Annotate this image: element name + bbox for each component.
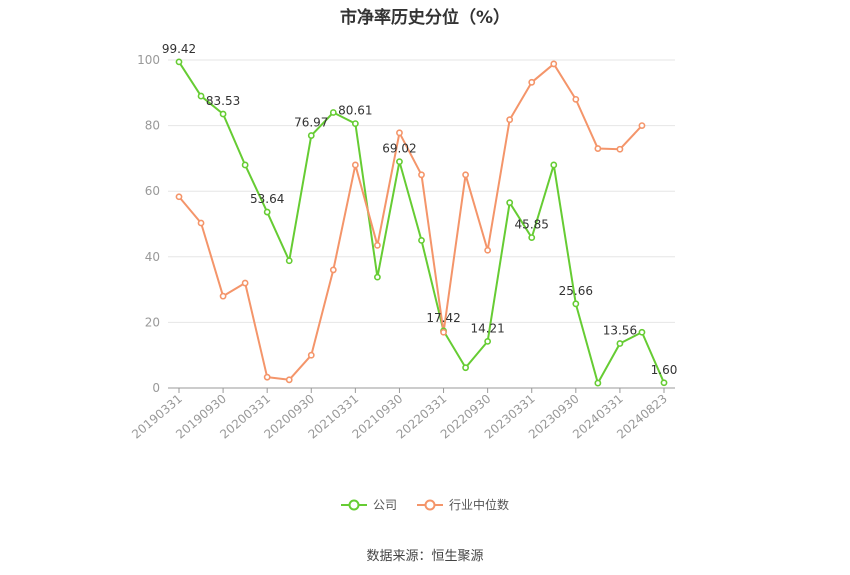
data-point-0[interactable] (219, 110, 227, 118)
data-label: 45.85 (515, 218, 549, 232)
data-label: 13.56 (603, 324, 637, 338)
data-label: 25.66 (559, 284, 593, 298)
data-point-1[interactable] (219, 292, 227, 300)
data-point-1[interactable] (638, 122, 646, 129)
data-point-0[interactable] (285, 257, 293, 265)
data-point-1[interactable] (594, 145, 602, 152)
data-point-0[interactable] (329, 109, 337, 116)
y-tick-label: 80 (145, 119, 160, 133)
data-point-1[interactable] (285, 376, 293, 384)
source-note: 数据来源：恒生聚源 (366, 549, 484, 564)
data-point-0[interactable] (351, 120, 359, 127)
data-point-1[interactable] (351, 161, 359, 169)
y-tick-label: 60 (145, 184, 160, 198)
series-line-0 (178, 61, 665, 385)
data-point-1[interactable] (307, 351, 315, 359)
series-lines (175, 58, 668, 387)
y-tick-label: 40 (145, 250, 160, 264)
axes: 0204060801002019033120190930202003312020… (129, 53, 675, 442)
legend-item-company[interactable]: 公司 (340, 496, 397, 513)
data-label: 99.42 (162, 42, 196, 56)
data-label: 80.61 (338, 104, 372, 118)
data-point-1[interactable] (440, 328, 447, 336)
data-point-0[interactable] (263, 208, 271, 216)
legend: 公司 行业中位数 (0, 496, 850, 513)
data-label: 76.97 (294, 116, 328, 130)
data-point-0[interactable] (396, 158, 403, 166)
data-point-1[interactable] (506, 116, 514, 124)
data-label: 1.60 (651, 363, 678, 377)
data-point-0[interactable] (374, 273, 381, 281)
legend-item-industry[interactable]: 行业中位数 (417, 496, 509, 513)
legend-label-company: 公司 (372, 498, 397, 512)
data-point-0[interactable] (241, 161, 249, 169)
data-point-0[interactable] (418, 236, 425, 244)
data-label: 83.53 (206, 94, 240, 108)
data-point-1[interactable] (550, 60, 558, 68)
data-point-1[interactable] (241, 279, 249, 287)
data-point-0[interactable] (175, 58, 183, 66)
data-point-0[interactable] (484, 337, 492, 345)
series-line-1 (178, 62, 643, 381)
data-label: 69.02 (382, 142, 416, 156)
data-point-0[interactable] (528, 234, 536, 242)
chart-title: 市净率历史分位（%） (339, 8, 511, 28)
data-point-1[interactable] (329, 266, 337, 274)
data-point-1[interactable] (418, 171, 425, 179)
data-point-1[interactable] (572, 95, 580, 103)
data-point-1[interactable] (374, 241, 381, 249)
data-label: 53.64 (250, 192, 284, 206)
data-point-0[interactable] (660, 379, 668, 387)
data-point-1[interactable] (616, 145, 624, 153)
data-point-1[interactable] (263, 373, 271, 381)
data-point-0[interactable] (307, 132, 315, 139)
data-point-0[interactable] (594, 379, 602, 387)
data-point-0[interactable] (506, 199, 514, 207)
data-point-0[interactable] (572, 300, 580, 308)
legend-marker-company (340, 499, 367, 510)
data-point-1[interactable] (528, 78, 536, 86)
data-point-1[interactable] (175, 193, 183, 201)
data-point-0[interactable] (197, 92, 205, 100)
legend-label-industry: 行业中位数 (449, 498, 510, 512)
gridlines (168, 59, 675, 323)
data-point-1[interactable] (484, 246, 492, 254)
data-point-1[interactable] (197, 219, 205, 227)
data-point-1[interactable] (396, 129, 403, 137)
data-label: 14.21 (470, 321, 504, 335)
y-tick-label: 0 (152, 381, 160, 395)
y-tick-label: 20 (145, 315, 160, 329)
data-point-0[interactable] (550, 161, 558, 169)
data-point-0[interactable] (638, 328, 646, 336)
y-tick-label: 100 (137, 53, 160, 67)
data-point-0[interactable] (462, 364, 469, 372)
legend-marker-industry (417, 499, 443, 510)
data-point-1[interactable] (462, 171, 469, 179)
data-label: 17.42 (426, 311, 460, 325)
data-point-0[interactable] (616, 340, 624, 347)
data-labels: 99.42 83.53 53.64 76.97 80.61 69.02 17.42 14.21… (162, 42, 678, 377)
